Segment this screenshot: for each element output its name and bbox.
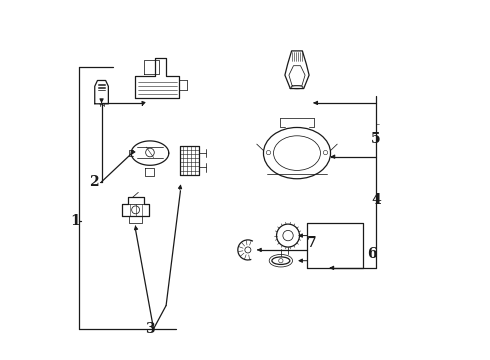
Text: 5: 5 — [371, 132, 381, 146]
Text: 6: 6 — [368, 247, 377, 261]
Text: 7: 7 — [307, 236, 316, 250]
Text: 4: 4 — [371, 193, 381, 207]
Text: 3: 3 — [145, 322, 155, 336]
Text: 1: 1 — [71, 214, 80, 228]
Text: 2: 2 — [89, 175, 98, 189]
